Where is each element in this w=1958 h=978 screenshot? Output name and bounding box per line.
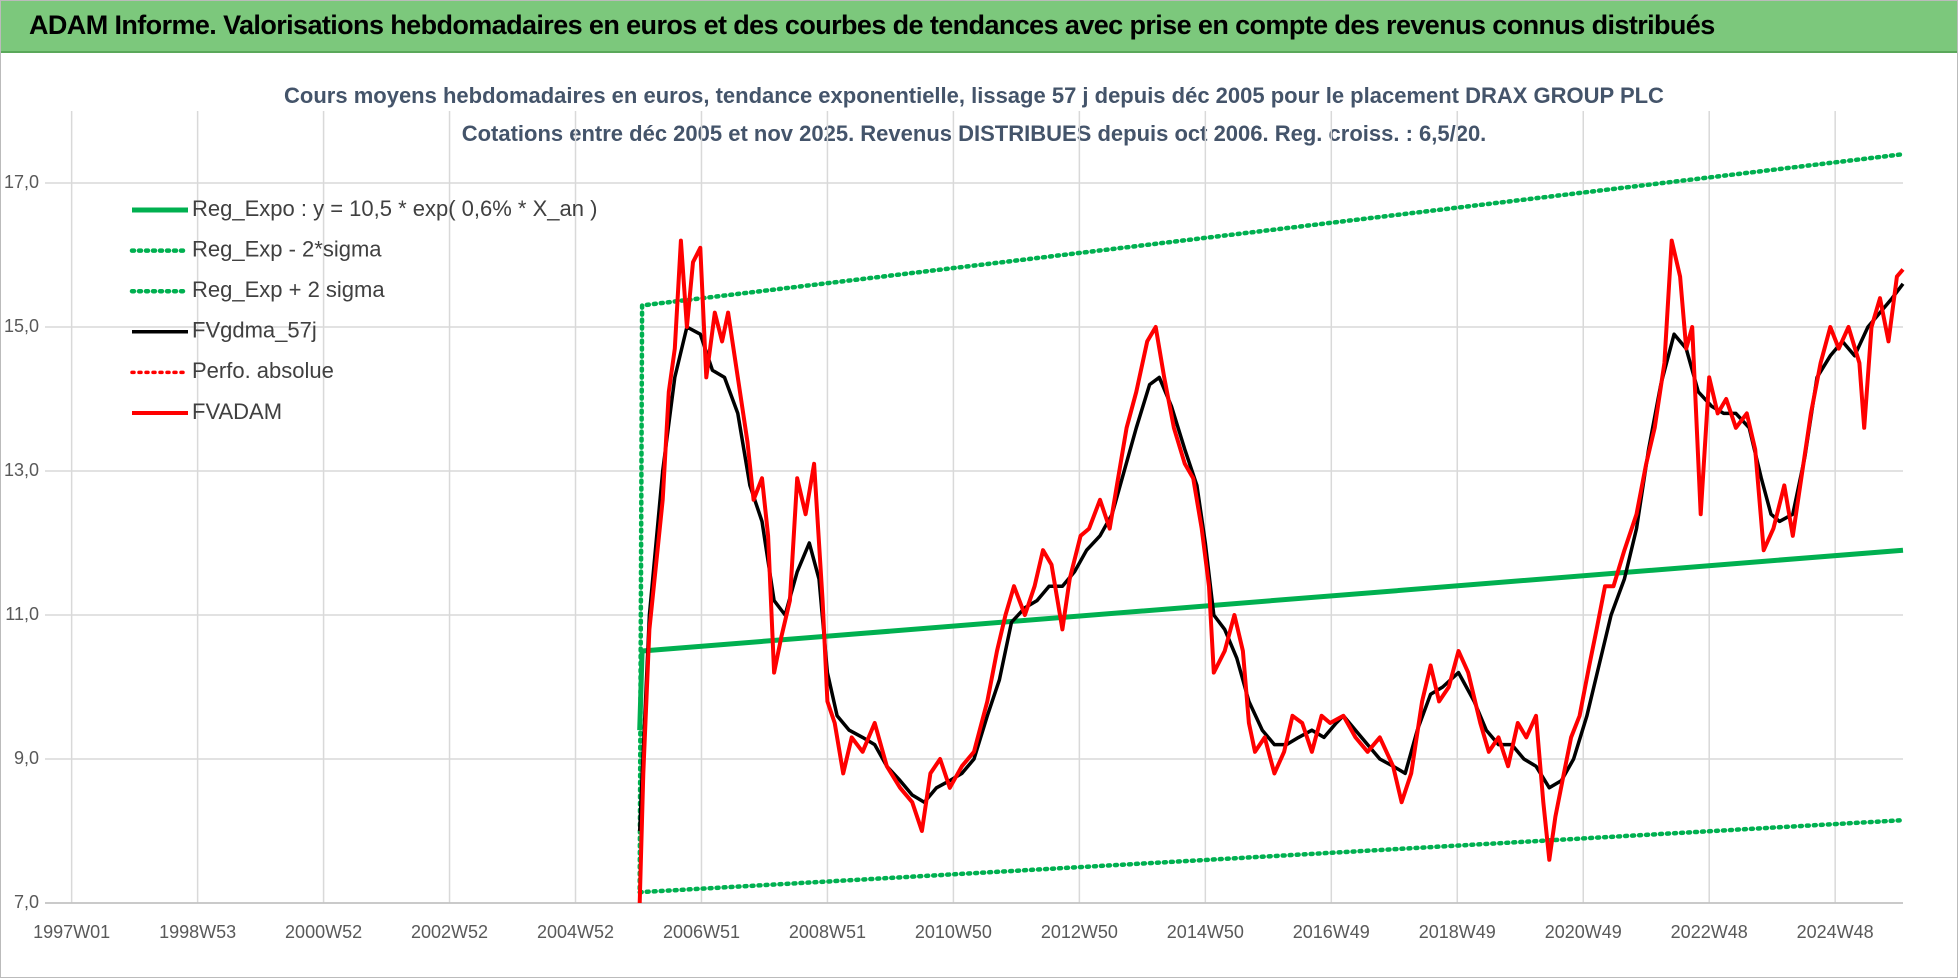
series-line bbox=[637, 817, 1906, 895]
legend-label: FVADAM bbox=[192, 399, 282, 424]
header-title: ADAM Informe. Valorisations hebdomadaire… bbox=[29, 10, 1715, 40]
legend-label: Reg_Exp - 2*sigma bbox=[192, 236, 382, 261]
chart-subtitle: Cotations entre déc 2005 et nov 2025. Re… bbox=[462, 121, 1487, 146]
header-bar: ADAM Informe. Valorisations hebdomadaire… bbox=[1, 1, 1957, 53]
x-tick-label: 1997W01 bbox=[33, 922, 110, 942]
x-tick-label: 2014W50 bbox=[1167, 922, 1244, 942]
x-tick-label: 2010W50 bbox=[915, 922, 992, 942]
x-tick-label: 2016W49 bbox=[1293, 922, 1370, 942]
x-tick-label: 2006W51 bbox=[663, 922, 740, 942]
x-tick-label: 1998W53 bbox=[159, 922, 236, 942]
legend-label: Reg_Expo : y = 10,5 * exp( 0,6% * X_an ) bbox=[192, 196, 597, 221]
y-tick-label: 17,0 bbox=[4, 172, 39, 192]
y-tick-label: 13,0 bbox=[4, 460, 39, 480]
x-tick-label: 2000W52 bbox=[285, 922, 362, 942]
legend-label: FVgdma_57j bbox=[192, 318, 317, 343]
x-tick-label: 2018W49 bbox=[1419, 922, 1496, 942]
x-tick-label: 2020W49 bbox=[1545, 922, 1622, 942]
y-tick-label: 11,0 bbox=[5, 604, 39, 624]
y-tick-label: 9,0 bbox=[14, 748, 39, 768]
x-tick-label: 2022W48 bbox=[1671, 922, 1748, 942]
y-tick-label: 7,0 bbox=[14, 892, 39, 912]
series-line bbox=[637, 282, 1905, 832]
legend-label: Perfo. absolue bbox=[192, 358, 334, 383]
x-tick-label: 2012W50 bbox=[1041, 922, 1118, 942]
y-tick-label: 15,0 bbox=[4, 316, 39, 336]
series-line bbox=[637, 151, 1906, 891]
x-tick-label: 2004W52 bbox=[537, 922, 614, 942]
legend-label: Reg_Exp + 2 sigma bbox=[192, 277, 385, 302]
series-line bbox=[637, 238, 1905, 904]
x-tick-label: 2002W52 bbox=[411, 922, 488, 942]
chart-title: Cours moyens hebdomadaires en euros, ten… bbox=[284, 83, 1664, 108]
x-tick-label: 2008W51 bbox=[789, 922, 866, 942]
x-tick-label: 2024W48 bbox=[1797, 922, 1874, 942]
